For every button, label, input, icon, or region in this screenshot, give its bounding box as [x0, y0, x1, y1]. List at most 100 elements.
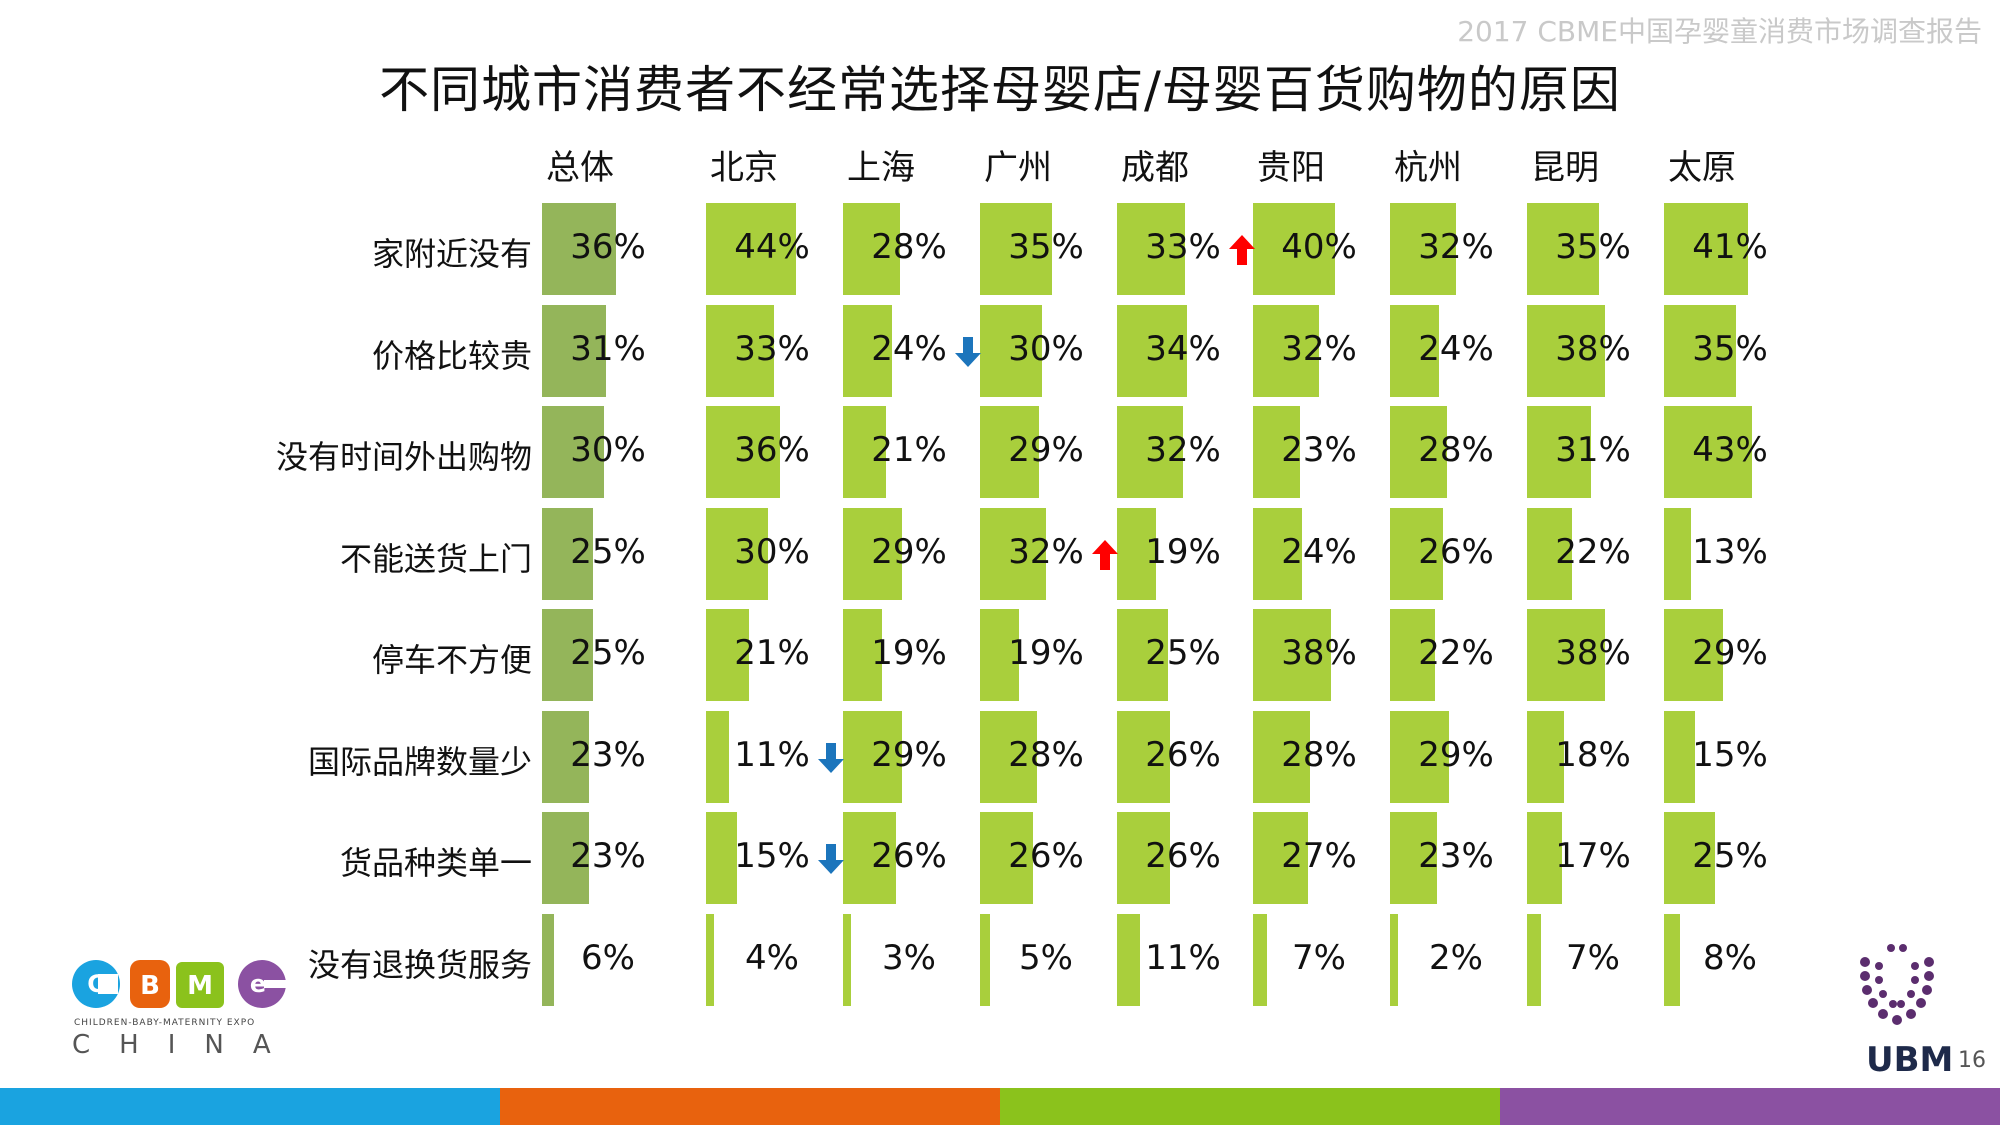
column-header: 贵阳 — [1257, 148, 1325, 188]
column-header: 成都 — [1121, 148, 1189, 188]
value-label: 40% — [1281, 227, 1357, 267]
value-label: 26% — [1008, 836, 1084, 876]
value-label: 24% — [871, 328, 947, 369]
value-label: 19% — [1145, 531, 1221, 572]
value-label: 21% — [734, 633, 810, 673]
bar — [980, 609, 1019, 701]
bar — [1527, 710, 1564, 803]
bar — [1253, 609, 1331, 701]
bar — [1253, 710, 1311, 803]
value-label: 28% — [1418, 430, 1494, 470]
ubm-logo-text: UBM — [1866, 1040, 1954, 1080]
value-label: 23% — [570, 836, 646, 876]
bar — [1664, 203, 1749, 295]
value-label: 38% — [1555, 633, 1631, 673]
value-label: 32% — [1281, 328, 1357, 369]
value-label: 29% — [871, 734, 947, 775]
footer-stripe-blue — [0, 1088, 500, 1125]
chart-title: 不同城市消费者不经常选择母婴店/母婴百货购物的原因 — [379, 61, 1621, 119]
value-label: 35% — [1008, 227, 1084, 267]
bar — [1117, 609, 1169, 701]
value-label: 28% — [1281, 734, 1357, 775]
value-label: 2% — [1429, 937, 1483, 978]
row-label: 没有退换货服务 — [307, 945, 532, 984]
bar — [843, 913, 851, 1006]
column-header: 广州 — [984, 148, 1052, 188]
bar — [843, 609, 882, 701]
value-label: 41% — [1692, 227, 1768, 267]
value-label: 44% — [734, 227, 810, 267]
value-label: 32% — [1008, 531, 1084, 572]
value-label: 30% — [734, 531, 810, 572]
value-label: 4% — [745, 937, 799, 978]
value-label: 32% — [1418, 227, 1494, 267]
value-label: 32% — [1145, 430, 1221, 470]
footer-stripe-green — [1000, 1088, 1500, 1125]
value-label: 26% — [1145, 836, 1221, 876]
value-label: 23% — [570, 734, 646, 775]
value-label: 25% — [1692, 836, 1768, 876]
cbme-country: CHINA — [72, 1030, 300, 1060]
value-label: 24% — [1418, 328, 1494, 369]
arrow-down-icon — [818, 844, 844, 874]
bar — [1390, 913, 1398, 1006]
bar — [1390, 812, 1438, 904]
cbme-letter-c: C — [87, 970, 105, 998]
bar — [980, 304, 1042, 397]
row-label: 不能送货上门 — [339, 539, 532, 578]
value-label: 34% — [1145, 328, 1221, 369]
column-header: 昆明 — [1531, 148, 1599, 188]
row-label: 停车不方便 — [371, 641, 532, 679]
bar — [706, 710, 729, 803]
bar — [980, 812, 1034, 904]
bar — [1253, 203, 1335, 295]
value-label: 11% — [1145, 937, 1221, 978]
bar — [542, 203, 616, 295]
value-label: 7% — [1292, 937, 1346, 978]
bar — [1390, 203, 1456, 295]
bar — [706, 203, 797, 295]
bar — [1390, 609, 1436, 701]
row-label: 国际品牌数量少 — [307, 742, 532, 781]
bar — [1117, 812, 1171, 904]
bar — [1390, 406, 1448, 498]
value-label: 19% — [1008, 633, 1084, 673]
value-label: 24% — [1281, 531, 1357, 572]
bar — [1664, 913, 1681, 1006]
bar — [1117, 406, 1183, 498]
bar — [1117, 710, 1171, 803]
value-label: 29% — [1692, 633, 1768, 673]
value-label: 7% — [1566, 937, 1620, 978]
value-label: 19% — [871, 633, 947, 673]
bar — [1527, 913, 1542, 1006]
bar — [1664, 406, 1753, 498]
row-label: 货品种类单一 — [339, 844, 532, 882]
value-label: 27% — [1281, 836, 1357, 876]
cbme-logo: C B M e — [72, 960, 288, 1008]
footer-stripe-orange — [500, 1088, 1000, 1125]
cbme-subtitle: CHILDREN-BABY-MATERNITY EXPO — [74, 1018, 256, 1028]
bar — [980, 507, 1046, 600]
bar — [1253, 913, 1268, 1006]
row-label: 没有时间外出购物 — [275, 438, 532, 476]
value-label: 22% — [1418, 633, 1494, 673]
column-header: 总体 — [546, 148, 614, 188]
arrow-down-icon — [955, 336, 981, 367]
value-label: 21% — [871, 430, 947, 470]
bar — [1664, 304, 1736, 397]
bar — [843, 406, 887, 498]
bar — [1527, 203, 1599, 295]
value-label: 28% — [871, 227, 947, 267]
footer-stripe-purple — [1500, 1088, 2000, 1125]
value-label: 28% — [1008, 734, 1084, 775]
value-label: 33% — [734, 328, 810, 369]
page-number: 16 — [1958, 1048, 1986, 1073]
value-label: 30% — [1008, 328, 1084, 369]
bar — [980, 406, 1040, 498]
bar — [1527, 609, 1605, 701]
bar — [843, 203, 901, 295]
row-label: 家附近没有 — [371, 235, 532, 273]
bar — [980, 913, 991, 1006]
bar — [1664, 609, 1724, 701]
value-label: 18% — [1555, 734, 1631, 775]
